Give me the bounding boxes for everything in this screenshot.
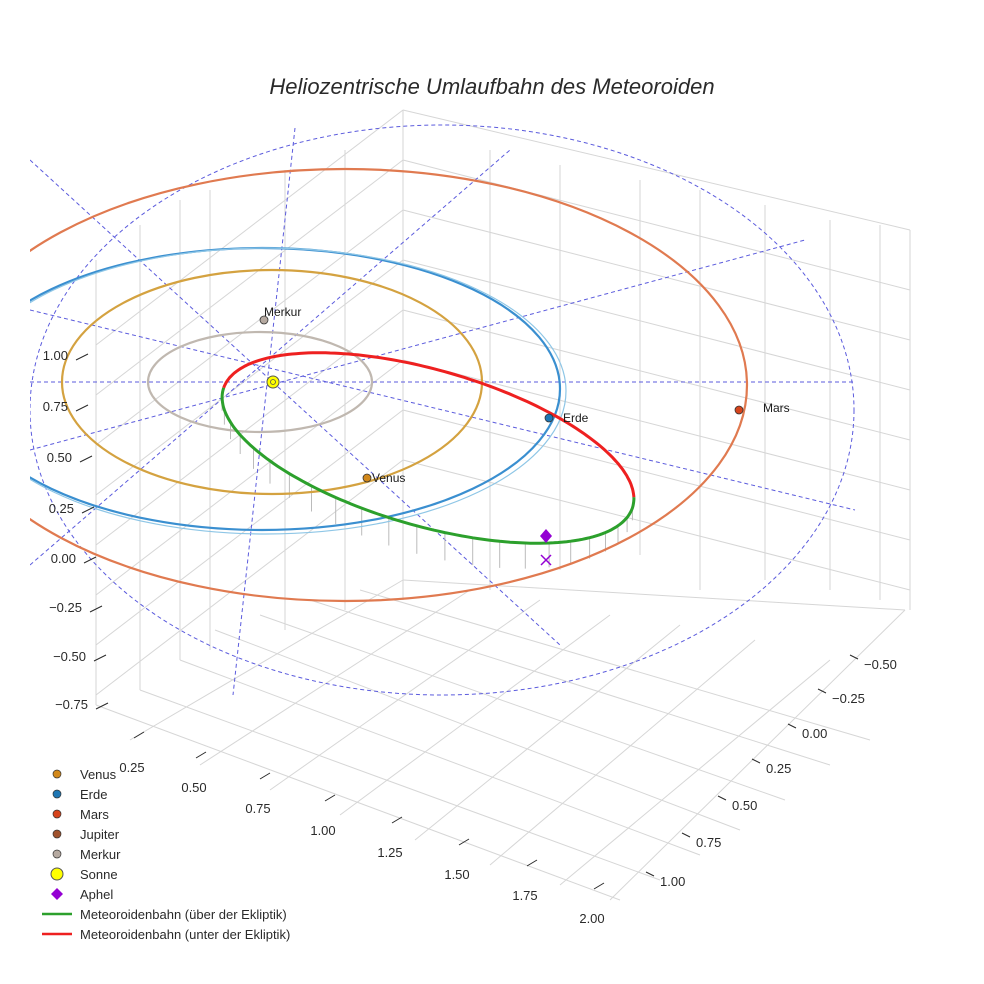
legend-label: Erde [80, 786, 108, 802]
marker-mars[interactable] [734, 405, 744, 415]
z-tick-label: 0.75 [43, 399, 68, 414]
z-tick-label: −0.50 [53, 649, 86, 664]
z-tick-mark [95, 702, 109, 710]
label-venus: Venus [372, 471, 405, 485]
z-tick-mark [81, 506, 95, 514]
x-tick-label: 1.50 [444, 867, 469, 882]
legend-symbol-icon [40, 764, 74, 784]
x-tick-label: 0.75 [245, 801, 270, 816]
x-tick-label: 1.00 [310, 823, 335, 838]
sun-marker[interactable] [266, 375, 280, 389]
y-tick-mark [751, 758, 761, 764]
x-tick-mark [259, 772, 271, 780]
y-tick-label: −0.25 [832, 691, 865, 706]
z-tick-mark [93, 654, 107, 662]
y-tick-label: 0.75 [696, 835, 721, 850]
marker-venus[interactable] [362, 473, 372, 483]
sun-center [270, 379, 276, 385]
legend-item-sonne[interactable]: Sonne [40, 864, 290, 884]
aphel-marker[interactable] [540, 529, 552, 543]
z-tick-mark [83, 556, 97, 564]
legend-label: Merkur [80, 846, 121, 862]
legend-item-erde[interactable]: Erde [40, 784, 290, 804]
legend-item-aphel[interactable]: Aphel [40, 884, 290, 904]
legend-symbol-icon [40, 864, 74, 884]
legend-symbol-icon [40, 804, 74, 824]
x-tick-label: 1.75 [512, 888, 537, 903]
legend-symbol-icon [40, 904, 74, 924]
z-tick-mark [79, 455, 93, 463]
y-tick-label: 0.00 [802, 726, 827, 741]
x-tick-label: 2.00 [579, 911, 604, 926]
label-merkur: Merkur [264, 305, 301, 319]
chart-title: Heliozentrische Umlaufbahn des Meteoroid… [269, 74, 715, 99]
meteoroid-path-above [220, 387, 636, 545]
z-tick-mark [75, 353, 89, 361]
legend-label: Sonne [80, 866, 118, 882]
z-tick-label: −0.75 [55, 697, 88, 712]
legend-symbol-icon [40, 924, 74, 944]
marker-merkur[interactable] [259, 315, 269, 325]
label-erde: Erde [563, 411, 589, 425]
legend-label: Venus [80, 766, 117, 782]
legend-label: Meteoroidenbahn (über der Ekliptik) [80, 906, 287, 922]
z-tick-label: 0.00 [51, 551, 76, 566]
reference-lines [30, 124, 856, 696]
marker-erde[interactable] [544, 413, 554, 423]
aphel-projection-marker [540, 554, 552, 566]
y-tick-label: 1.00 [660, 874, 685, 889]
z-tick-label: −0.25 [49, 600, 82, 615]
legend: Venus Erde Mars Jupiter Merkur Sonne Aphel Mete… [40, 764, 290, 944]
legend-label: Meteoroidenbahn (unter der Ekliptik) [80, 926, 291, 942]
legend-item-jupiter[interactable]: Jupiter [40, 824, 290, 844]
meteoroid-path-below [222, 351, 636, 498]
legend-item-meteoroidenbahn-ber-der-ekliptik[interactable]: Meteoroidenbahn (über der Ekliptik) [40, 904, 290, 924]
x-tick-label: 0.25 [119, 760, 144, 775]
x-tick-mark [195, 751, 207, 759]
y-tick-mark [849, 654, 859, 660]
y-tick-mark [681, 832, 691, 838]
orbit-mars [30, 167, 748, 603]
legend-symbol-icon [40, 784, 74, 804]
x-tick-mark [133, 731, 145, 739]
x-tick-mark [593, 882, 605, 890]
y-tick-mark [717, 795, 727, 801]
z-tick-mark [75, 404, 89, 412]
legend-label: Jupiter [80, 826, 120, 842]
legend-item-venus[interactable]: Venus [40, 764, 290, 784]
x-tick-mark [458, 838, 470, 846]
y-tick-mark [645, 871, 655, 877]
y-tick-label: −0.50 [864, 657, 897, 672]
z-tick-mark [89, 605, 103, 613]
legend-item-meteoroidenbahn-unter-der-ekliptik[interactable]: Meteoroidenbahn (unter der Ekliptik) [40, 924, 290, 944]
x-tick-mark [391, 816, 403, 824]
x-tick-mark [526, 859, 538, 867]
x-tick-mark [324, 794, 336, 802]
legend-symbol-icon [40, 824, 74, 844]
legend-symbol-icon [40, 884, 74, 904]
z-tick-label: 1.00 [43, 348, 68, 363]
label-mars: Mars [763, 401, 790, 415]
legend-label: Mars [80, 806, 109, 822]
y-tick-mark [817, 688, 827, 694]
y-tick-mark [787, 723, 797, 729]
z-tick-label: 0.25 [49, 501, 74, 516]
legend-item-mars[interactable]: Mars [40, 804, 290, 824]
legend-symbol-icon [40, 844, 74, 864]
y-tick-label: 0.50 [732, 798, 757, 813]
z-tick-label: 0.50 [47, 450, 72, 465]
x-tick-label: 1.25 [377, 845, 402, 860]
legend-item-merkur[interactable]: Merkur [40, 844, 290, 864]
legend-label: Aphel [80, 886, 114, 902]
y-tick-label: 0.25 [766, 761, 791, 776]
orbit-erde-outline [30, 247, 567, 535]
x-tick-label: 0.50 [181, 780, 206, 795]
orbit-merkur [146, 330, 374, 434]
grid-lines [95, 109, 911, 901]
